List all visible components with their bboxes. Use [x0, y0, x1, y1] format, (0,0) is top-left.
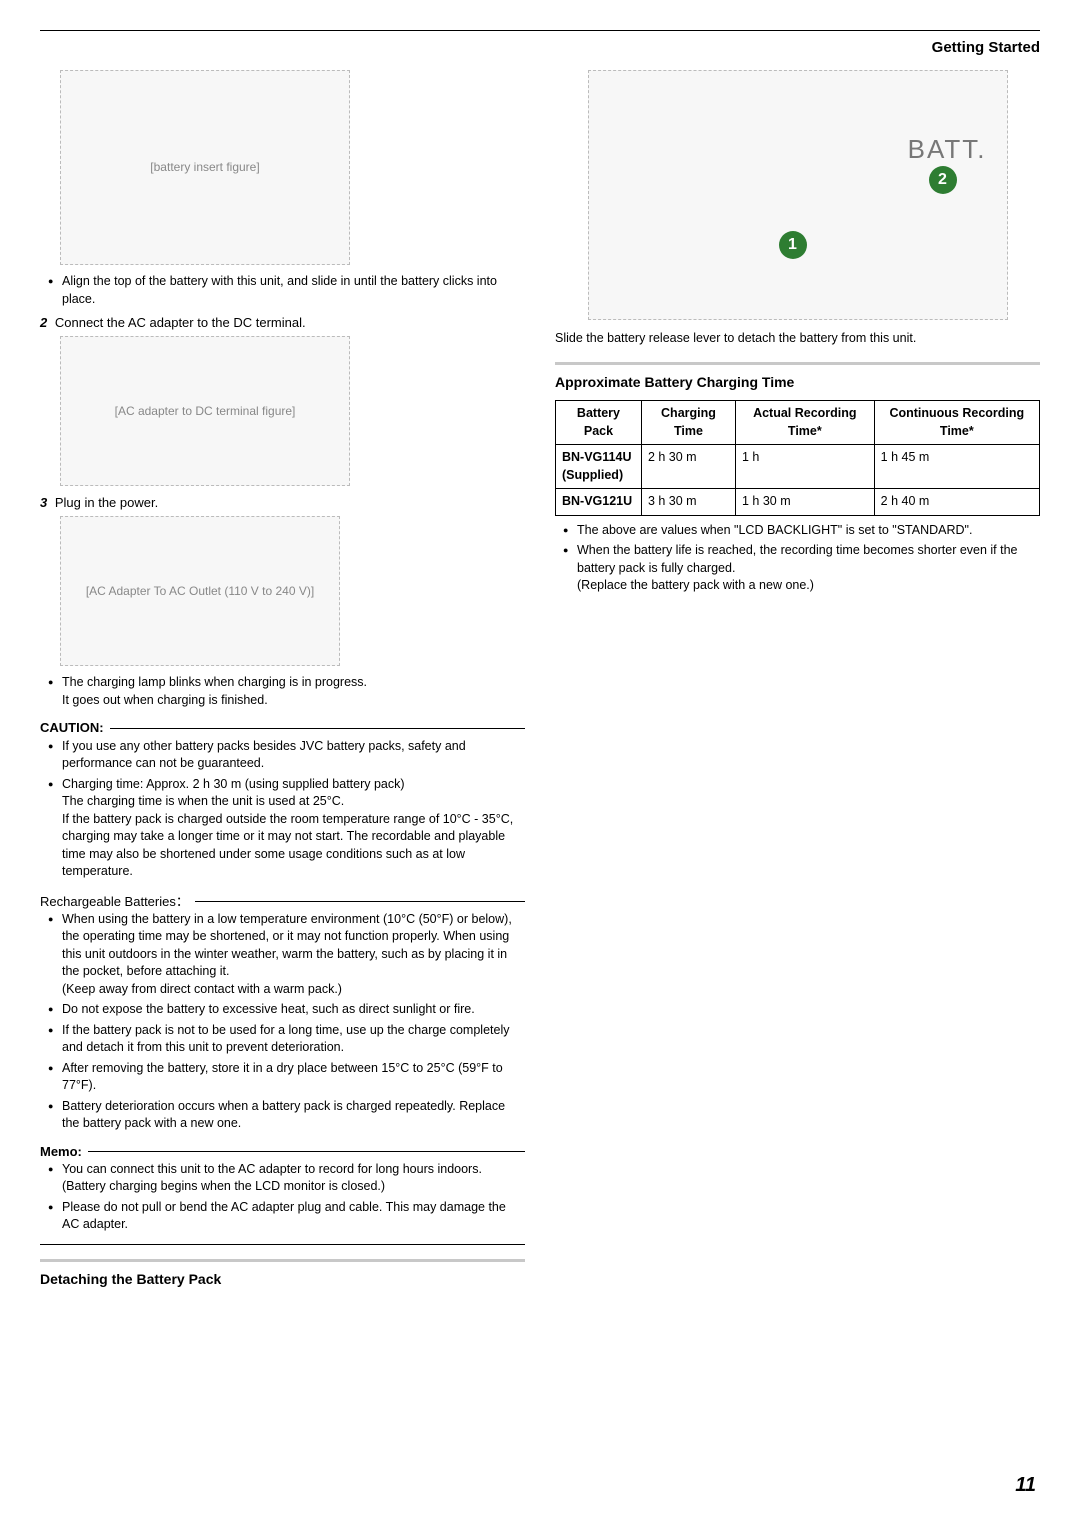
step-number: 2	[40, 315, 47, 330]
rechargeable-label: Rechargeable Batteries：	[40, 893, 525, 911]
figure-battery-insert: [battery insert figure]	[60, 70, 350, 265]
charging-note: The charging lamp blinks when charging i…	[40, 674, 525, 709]
batt-label: BATT.	[908, 131, 987, 167]
pack-supplied: (Supplied)	[562, 468, 623, 482]
th-charging: Charging Time	[641, 401, 735, 445]
step-2: 2 Connect the AC adapter to the DC termi…	[40, 314, 525, 332]
label-text: Memo:	[40, 1143, 82, 1161]
cell-cont: 1 h 45 m	[874, 445, 1039, 489]
table-row: BN-VG121U 3 h 30 m 1 h 30 m 2 h 40 m	[556, 489, 1040, 516]
bullet-item: Align the top of the battery with this u…	[48, 273, 525, 308]
bullet-item: If the battery pack is not to be used fo…	[48, 1022, 525, 1057]
step-number: 3	[40, 495, 47, 510]
memo-list: You can connect this unit to the AC adap…	[40, 1161, 525, 1234]
cell-actual: 1 h 30 m	[736, 489, 875, 516]
caution-list: If you use any other battery packs besid…	[40, 738, 525, 881]
cell-cont: 2 h 40 m	[874, 489, 1039, 516]
approx-heading: Approximate Battery Charging Time	[555, 373, 1040, 393]
label-text: Rechargeable Batteries：	[40, 893, 189, 911]
cell-charge: 3 h 30 m	[641, 489, 735, 516]
th-pack: Battery Pack	[556, 401, 642, 445]
step-3: 3 Plug in the power.	[40, 494, 525, 512]
figure-detach-battery: BATT. 2 1	[588, 70, 1008, 320]
table-row: BN-VG114U (Supplied) 2 h 30 m 1 h 1 h 45 …	[556, 445, 1040, 489]
bullet-item: You can connect this unit to the AC adap…	[48, 1161, 525, 1196]
step-text: Connect the AC adapter to the DC termina…	[55, 315, 306, 330]
pack-name: BN-VG114U	[562, 450, 631, 464]
table-notes: The above are values when "LCD BACKLIGHT…	[555, 522, 1040, 595]
step1-note: Align the top of the battery with this u…	[40, 273, 525, 308]
bullet-item: Do not expose the battery to excessive h…	[48, 1001, 525, 1019]
page-number: 11	[1015, 1471, 1036, 1499]
caution-label: CAUTION:	[40, 719, 525, 737]
memo-end-rule	[40, 1244, 525, 1245]
callout-badge-1: 1	[779, 231, 807, 259]
detach-text: Slide the battery release lever to detac…	[555, 330, 1040, 348]
top-rule	[40, 30, 1040, 31]
bullet-item: The above are values when "LCD BACKLIGHT…	[563, 522, 1040, 540]
bullet-item: Battery deterioration occurs when a batt…	[48, 1098, 525, 1133]
section-header: Getting Started	[40, 37, 1040, 58]
grey-divider	[40, 1259, 525, 1262]
cell-pack: BN-VG114U (Supplied)	[556, 445, 642, 489]
pack-name: BN-VG121U	[562, 494, 632, 508]
th-actual: Actual Recording Time*	[736, 401, 875, 445]
bullet-item: After removing the battery, store it in …	[48, 1060, 525, 1095]
two-column-body: [battery insert figure] Align the top of…	[40, 70, 1040, 1420]
detach-heading: Detaching the Battery Pack	[40, 1270, 525, 1290]
bullet-item: The charging lamp blinks when charging i…	[48, 674, 525, 709]
cell-charge: 2 h 30 m	[641, 445, 735, 489]
table-header-row: Battery Pack Charging Time Actual Record…	[556, 401, 1040, 445]
divider-line	[110, 728, 525, 729]
divider-line	[195, 901, 525, 902]
bullet-item: Please do not pull or bend the AC adapte…	[48, 1199, 525, 1234]
step-text: Plug in the power.	[55, 495, 158, 510]
bullet-item: Charging time: Approx. 2 h 30 m (using s…	[48, 776, 525, 881]
rechargeable-list: When using the battery in a low temperat…	[40, 911, 525, 1133]
figure-ac-outlet: [AC Adapter To AC Outlet (110 V to 240 V…	[60, 516, 340, 666]
cell-pack: BN-VG121U	[556, 489, 642, 516]
th-continuous: Continuous Recording Time*	[874, 401, 1039, 445]
cell-actual: 1 h	[736, 445, 875, 489]
figure-ac-dc: [AC adapter to DC terminal figure]	[60, 336, 350, 486]
label-text: CAUTION:	[40, 719, 104, 737]
bullet-item: When using the battery in a low temperat…	[48, 911, 525, 999]
bullet-item: When the battery life is reached, the re…	[563, 542, 1040, 595]
divider-line	[88, 1151, 525, 1152]
bullet-item: If you use any other battery packs besid…	[48, 738, 525, 773]
memo-label: Memo:	[40, 1143, 525, 1161]
grey-divider	[555, 362, 1040, 365]
charging-time-table: Battery Pack Charging Time Actual Record…	[555, 400, 1040, 516]
callout-badge-2: 2	[929, 166, 957, 194]
